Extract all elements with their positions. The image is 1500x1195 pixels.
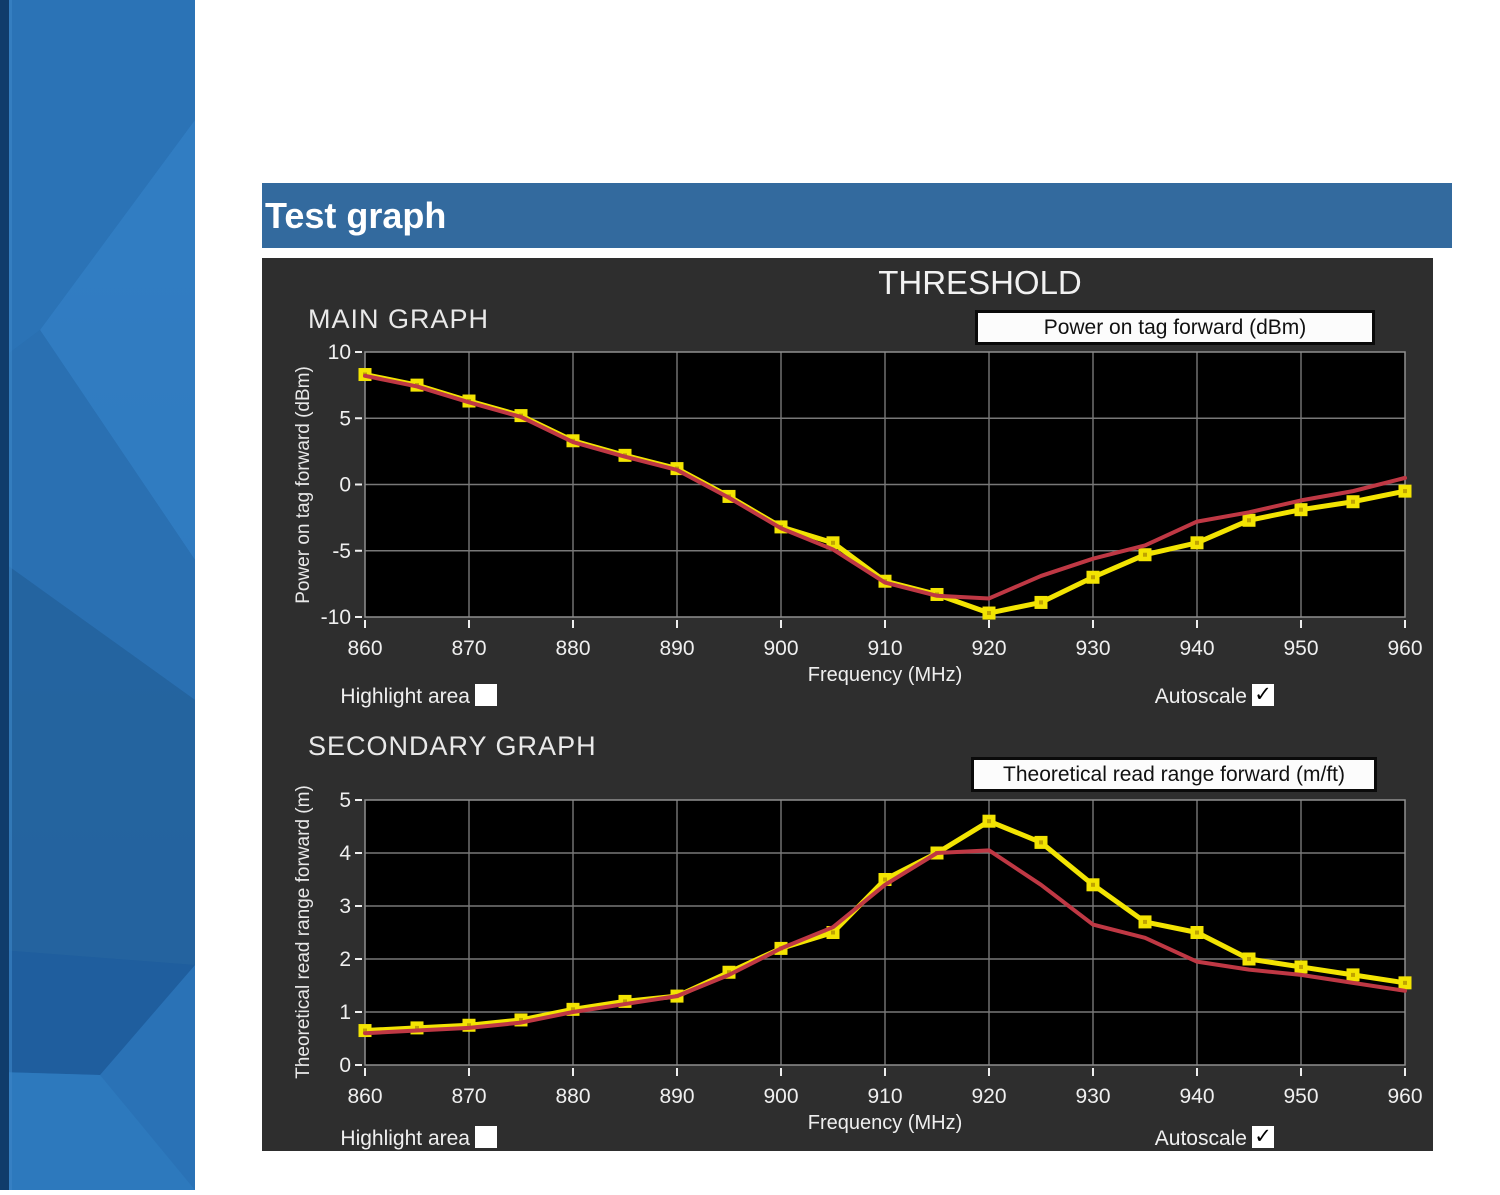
svg-text:1: 1 <box>339 1001 351 1024</box>
threshold-panel: THRESHOLD MAIN GRAPH Power on tag forwar… <box>262 258 1433 1151</box>
svg-text:900: 900 <box>763 1085 798 1108</box>
background-facets <box>0 0 195 1190</box>
background-strip <box>0 0 195 1190</box>
main-highlight-area-label: Highlight area <box>340 685 470 708</box>
svg-text:930: 930 <box>1075 637 1110 660</box>
svg-text:900: 900 <box>763 637 798 660</box>
main-graph-legend: Power on tag forward (dBm) <box>975 310 1375 345</box>
svg-text:950: 950 <box>1283 637 1318 660</box>
main-graph-heading: MAIN GRAPH <box>308 304 490 334</box>
svg-text:Frequency (MHz): Frequency (MHz) <box>808 664 962 686</box>
secondary-autoscale-checkbox[interactable]: ✓ <box>1252 1126 1274 1148</box>
secondary-graph-heading: SECONDARY GRAPH <box>308 731 597 761</box>
svg-text:5: 5 <box>339 407 351 430</box>
svg-text:-10: -10 <box>321 606 351 629</box>
svg-text:870: 870 <box>451 1085 486 1108</box>
secondary-chart: 860 870 880 890 900 910 920 930 940 950 960 5 4 3 2 1 0 F… <box>339 789 1422 1134</box>
svg-text:4: 4 <box>339 842 351 865</box>
secondary-autoscale-label: Autoscale <box>1154 1127 1247 1150</box>
svg-text:920: 920 <box>971 1085 1006 1108</box>
svg-text:880: 880 <box>555 1085 590 1108</box>
svg-text:10: 10 <box>328 341 351 364</box>
svg-text:0: 0 <box>339 1054 351 1077</box>
svg-text:2: 2 <box>339 948 351 971</box>
svg-text:870: 870 <box>451 637 486 660</box>
main-autoscale-checkbox[interactable]: ✓ <box>1252 684 1274 706</box>
svg-text:3: 3 <box>339 895 351 918</box>
svg-text:920: 920 <box>971 637 1006 660</box>
svg-text:950: 950 <box>1283 1085 1318 1108</box>
svg-text:5: 5 <box>339 789 351 812</box>
page-title: Test graph <box>265 194 447 236</box>
svg-text:890: 890 <box>659 1085 694 1108</box>
svg-text:880: 880 <box>555 637 590 660</box>
svg-text:-5: -5 <box>332 540 351 563</box>
section-header: Test graph <box>262 183 1452 248</box>
main-highlight-area-checkbox[interactable] <box>475 684 497 706</box>
secondary-highlight-area-checkbox[interactable] <box>475 1126 497 1148</box>
main-autoscale-label: Autoscale <box>1154 685 1247 708</box>
svg-text:860: 860 <box>347 637 382 660</box>
main-chart: 860 870 880 890 900 910 920 930 940 950 960 10 5 0 -5 -… <box>321 341 1423 686</box>
secondary-highlight-area-label: Highlight area <box>340 1127 470 1150</box>
svg-text:930: 930 <box>1075 1085 1110 1108</box>
panel-title: THRESHOLD <box>878 264 1082 301</box>
svg-text:Frequency (MHz): Frequency (MHz) <box>808 1112 962 1134</box>
svg-text:940: 940 <box>1179 1085 1214 1108</box>
svg-text:940: 940 <box>1179 637 1214 660</box>
secondary-graph-legend: Theoretical read range forward (m/ft) <box>971 757 1377 792</box>
svg-text:960: 960 <box>1387 1085 1422 1108</box>
svg-text:910: 910 <box>867 1085 902 1108</box>
svg-text:860: 860 <box>347 1085 382 1108</box>
svg-text:960: 960 <box>1387 637 1422 660</box>
svg-text:910: 910 <box>867 637 902 660</box>
svg-text:890: 890 <box>659 637 694 660</box>
svg-text:0: 0 <box>339 474 351 497</box>
